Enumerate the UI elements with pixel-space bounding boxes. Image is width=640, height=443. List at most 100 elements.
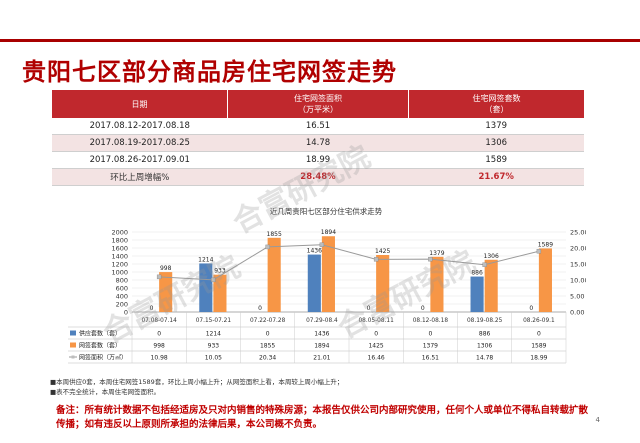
legend-label: 供应套数（套）	[79, 330, 121, 338]
summary-row: 环比上周增幅% 28.48% 21.67%	[52, 168, 584, 186]
bar	[307, 254, 321, 312]
left-tick-label: 2000	[111, 229, 128, 237]
bar	[430, 256, 444, 312]
bar	[470, 276, 484, 312]
table-cell: 16.51	[422, 355, 439, 362]
table-cell: 18.99	[530, 355, 547, 362]
top-bar	[0, 0, 640, 6]
table-header-row: 日期 住宅网签面积 （万平米） 住宅网签套数 （套）	[52, 90, 584, 118]
table-cell: 10.05	[205, 355, 222, 362]
summary-table: 日期 住宅网签面积 （万平米） 住宅网签套数 （套） 2017.08.12-20…	[52, 90, 584, 186]
legend-swatch	[70, 342, 76, 348]
cell: 21.67%	[408, 168, 584, 186]
data-label: 1214	[198, 256, 213, 263]
left-tick-label: 1600	[111, 245, 128, 253]
data-label: 0	[421, 305, 425, 312]
x-tick-label: 07.29-08.4	[306, 318, 338, 324]
table-cell: 886	[479, 331, 491, 338]
chart-area: 近几周贵阳七区部分住宅供求走势 0 200 400 600 800 1000 1200 140…	[66, 206, 589, 381]
data-label: 1306	[484, 253, 499, 260]
left-tick-label: 1800	[111, 237, 128, 245]
left-tick-label: 800	[116, 277, 128, 285]
data-label: 1589	[538, 241, 553, 248]
bar	[376, 255, 390, 312]
bar	[267, 237, 281, 312]
right-tick-label: 10.00	[570, 277, 586, 285]
x-tick-label: 08.05-08.11	[358, 318, 394, 324]
table-cell: 1855	[260, 343, 275, 350]
line-point	[428, 256, 433, 262]
right-tick-label: 5.00	[570, 293, 584, 301]
table-cell: 10.98	[151, 355, 168, 362]
x-tick-label: 07.22-07.28	[250, 318, 286, 324]
table-row: 2017.08.12-2017.08.18 16.51 1379	[52, 118, 584, 135]
line-point	[482, 262, 487, 267]
x-tick-label: 07.15-07.21	[196, 318, 232, 324]
data-label: 0	[150, 305, 154, 312]
line-point	[319, 242, 325, 247]
page-number: 4	[595, 416, 600, 424]
left-tick-label: 0	[124, 309, 128, 317]
bar	[199, 263, 213, 312]
line-point	[156, 274, 162, 280]
header-units: 住宅网签套数 （套）	[408, 90, 584, 118]
table-cell: 21.01	[313, 355, 330, 362]
data-label: 0	[529, 305, 533, 312]
left-tick-label: 1400	[111, 253, 128, 261]
table-cell: 1306	[477, 343, 492, 350]
data-label: 886	[471, 270, 483, 277]
data-label: 1425	[375, 248, 390, 255]
data-label: 1379	[429, 250, 444, 257]
line-point	[373, 257, 379, 262]
cell: 1589	[408, 151, 584, 169]
table-cell: 1425	[368, 343, 383, 350]
cell: 1379	[408, 118, 584, 135]
data-label: 998	[160, 265, 172, 272]
table-cell: 1214	[206, 331, 221, 338]
bar	[213, 274, 227, 312]
data-label: 1894	[321, 229, 336, 236]
data-label: 1436	[307, 248, 322, 255]
bar	[484, 259, 498, 312]
legend-label: 网签面积（万㎡）	[79, 354, 127, 362]
bar	[538, 248, 552, 312]
footnotes: ■本周供应0套，本周住宅网签1589套，环比上周小幅上升；从网签面积上看，本周较…	[50, 377, 343, 397]
data-label: 0	[258, 305, 262, 312]
series-line	[159, 244, 539, 281]
chart-svg: 02004006008001000120014001600180020000.0…	[68, 229, 589, 364]
line-point	[211, 277, 216, 283]
right-tick-label: 15.00	[570, 261, 586, 269]
cell: 1306	[408, 134, 584, 152]
cell: 28.48%	[227, 168, 409, 186]
legend-label: 网签套数（套）	[79, 342, 121, 350]
table-cell: 1589	[531, 343, 546, 350]
table-cell: 0	[157, 331, 161, 338]
cell: 2017.08.12-2017.08.18	[52, 118, 228, 135]
legend-swatch	[71, 355, 75, 359]
disclaimer-note: 备注：所有统计数据不包括经适房及只对内销售的特殊房源；本报告仅供公司内部研究使用…	[56, 405, 589, 430]
table-cell: 1436	[314, 331, 329, 338]
cell: 2017.08.26-2017.09.01	[52, 151, 228, 169]
cell: 14.78	[227, 134, 409, 152]
cell: 16.51	[227, 118, 409, 135]
x-tick-label: 08.19-08.25	[467, 318, 503, 324]
footnote: ■表不完全统计，本周住宅网签面积。	[50, 388, 161, 396]
line-point	[265, 244, 270, 250]
cell: 2017.08.19-2017.08.25	[52, 134, 228, 152]
left-tick-label: 400	[116, 293, 128, 301]
cell: 环比上周增幅%	[52, 168, 228, 186]
x-tick-label: 07.08-07.14	[141, 318, 177, 324]
x-tick-label: 08.26-09.1	[523, 318, 555, 324]
table-cell: 933	[208, 343, 220, 350]
right-tick-label: 20.00	[570, 245, 586, 253]
table-cell: 998	[153, 343, 165, 350]
left-tick-label: 600	[116, 285, 128, 293]
left-tick-label: 1200	[111, 261, 128, 269]
table-cell: 0	[428, 331, 432, 338]
table-cell: 14.78	[476, 355, 493, 362]
left-tick-label: 1000	[111, 269, 128, 277]
header-date: 日期	[52, 90, 229, 118]
data-label: 1855	[267, 231, 282, 238]
header-area: 住宅网签面积 （万平米）	[227, 90, 409, 118]
slide-title: 贵阳七区部分商品房住宅网签走势	[22, 58, 397, 86]
